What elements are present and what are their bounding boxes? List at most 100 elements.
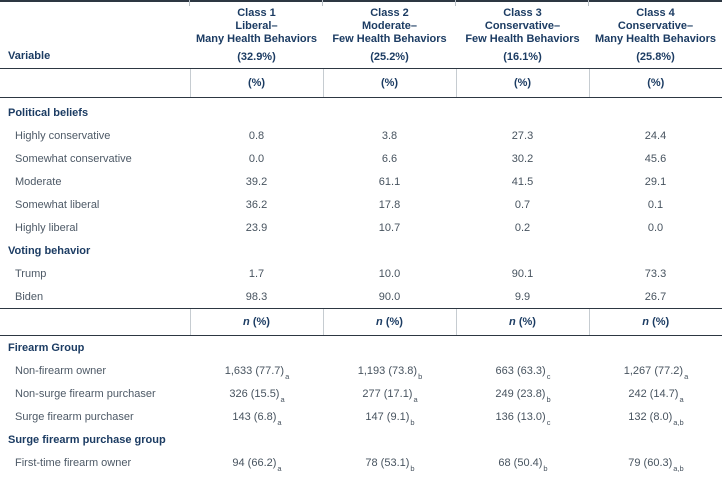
value-cell: 242 (14.7)a [628,387,684,404]
value-cell: 98.3 [245,290,268,303]
table-row: Highly conservative 0.8 3.8 27.3 24.4 [0,124,722,147]
table-row: First-time firearm owner 94 (66.2)a 78 (53… [0,451,722,474]
value-cell: 249 (23.8)b [495,387,551,404]
table-row: Non-surge firearm purchaser 326 (15.5)a 27… [0,382,722,405]
row-label: First-time firearm owner [15,456,132,469]
value-cell: 41.5 [511,175,534,188]
row-label: Somewhat conservative [15,152,132,165]
value-cell: 78 (53.1)b [365,456,415,473]
class-3-behaviors: Few Health Behaviors [465,33,580,45]
class-3-percent: (16.1%) [503,51,542,63]
class-1-percent: (32.9%) [237,51,276,63]
class-2-header: Class 2 Moderate– Few Health Behaviors (… [322,0,456,69]
value-cell: 1,633 (77.7)a [224,364,290,381]
value-cell: 73.3 [644,267,667,280]
value-cell: 79 (60.3)a,b [628,456,684,473]
class-2-behaviors: Few Health Behaviors [332,33,447,45]
value-cell: 39.2 [245,175,268,188]
value-cell: 67 (49.6)b [456,474,589,479]
table-row: Somewhat conservative 0.0 6.6 30.2 45.6 [0,147,722,170]
section-title: Political beliefs [8,106,89,119]
value-cell: 1.7 [248,267,265,280]
value-cell: 143 (6.8)a [232,410,282,427]
n-percent-band-spacer [0,308,190,336]
value-cell: 23.9 [245,221,268,234]
value-cell: 0.0 [248,152,265,165]
class-2-percent: (25.2%) [370,51,409,63]
class-header-row: Variable Class 1 Liberal– Many Health Be… [0,0,722,69]
value-cell: 147 (9.1)b [365,410,415,427]
percent-band-row: (%) (%) (%) (%) [0,68,722,98]
row-label: Moderate [15,175,62,188]
row-label: Non-firearm owner [15,364,107,377]
value-cell: 26.7 [644,290,667,303]
section-header-row: Surge firearm purchase group [0,428,722,451]
table-row: Non-firearm owner 1,633 (77.7)a 1,193 (73.… [0,359,722,382]
value-cell: 0.1 [647,198,664,211]
class-4-header: Class 4 Conservative– Many Health Behavi… [588,0,722,69]
table-row: Somewhat liberal 36.2 17.8 0.7 0.1 [0,193,722,216]
table-row: Surge firearm purchaser 143 (6.8)a 147 (9.… [0,405,722,428]
value-cell: 663 (63.3)c [495,364,551,381]
class-4-label: Conservative– [617,20,694,32]
row-label: Somewhat liberal [15,198,100,211]
n-percent-band-class-2: n (%) [322,308,456,336]
value-cell: 29.1 [644,175,667,188]
value-cell: 0.8 [248,129,265,142]
value-cell: 10.7 [378,221,401,234]
value-cell: 0.2 [514,221,531,234]
table-row: Trump 1.7 10.0 90.1 73.3 [0,262,722,285]
value-cell: 3.8 [381,129,398,142]
class-2-label: Moderate– [361,20,418,32]
value-cell: 52 (39.7)a,b [589,474,722,479]
class-4-behaviors: Many Health Behaviors [594,33,717,45]
class-1-name: Class 1 [237,7,276,19]
value-cell: 68 (50.4)b [498,456,548,473]
class-4-name: Class 4 [636,7,675,19]
value-cell: 90.0 [378,290,401,303]
firearm-body: Firearm Group Non-firearm owner 1,633 (77.… [0,336,722,479]
class-2-name: Class 2 [370,7,409,19]
table-row: Moderate 39.2 61.1 41.5 29.1 [0,170,722,193]
table-row: Biden 98.3 90.0 9.9 26.7 [0,285,722,309]
section-title: Firearm Group [8,341,85,354]
value-cell: 17.8 [378,198,401,211]
value-cell: 0.7 [514,198,531,211]
class-1-behaviors: Many Health Behaviors [195,33,318,45]
value-cell: 27.3 [511,129,534,142]
section-header-row: Firearm Group [0,336,722,360]
value-cell: 45.6 [644,152,667,165]
class-3-name: Class 3 [503,7,542,19]
n-percent-band-row: n (%) n (%) n (%) n (%) [0,308,722,336]
value-cell: 69 (46.9)b [323,474,456,479]
value-cell: 30.2 [511,152,534,165]
value-cell: 9.9 [514,290,531,303]
value-cell: 48 (33.8)a [190,474,323,479]
section-header-row: Voting behavior [0,239,722,262]
beliefs-voting-body: Political beliefs Highly conservative 0.8 3… [0,98,722,309]
class-4-percent: (25.8%) [636,51,675,63]
class-3-header: Class 3 Conservative– Few Health Behavio… [455,0,589,69]
value-cell: 136 (13.0)c [495,410,551,427]
class-1-header: Class 1 Liberal– Many Health Behaviors (… [189,0,323,69]
value-cell: 1,267 (77.2)a [623,364,689,381]
value-cell: 6.6 [381,152,398,165]
value-cell: 326 (15.5)a [229,387,285,404]
n-percent-band-body: n (%) n (%) n (%) n (%) [0,308,722,336]
section-title: Surge firearm purchase group [8,433,166,446]
table-row: Highly liberal 23.9 10.7 0.2 0.0 [0,216,722,239]
row-label: Highly liberal [15,221,78,234]
n-percent-band-class-1: n (%) [189,308,323,336]
value-cell: 132 (8.0)a,b [628,410,684,427]
row-label: Highly conservative [15,129,111,142]
percent-band-class-4: (%) [588,68,722,98]
percent-band-class-3: (%) [455,68,589,98]
n-percent-band-class-3: n (%) [455,308,589,336]
percent-band-class-1: (%) [189,68,323,98]
percent-band-class-2: (%) [322,68,456,98]
variable-column-header: Variable [0,1,190,69]
row-label: Established firearm owner [0,474,190,479]
n-percent-band-class-4: n (%) [588,308,722,336]
